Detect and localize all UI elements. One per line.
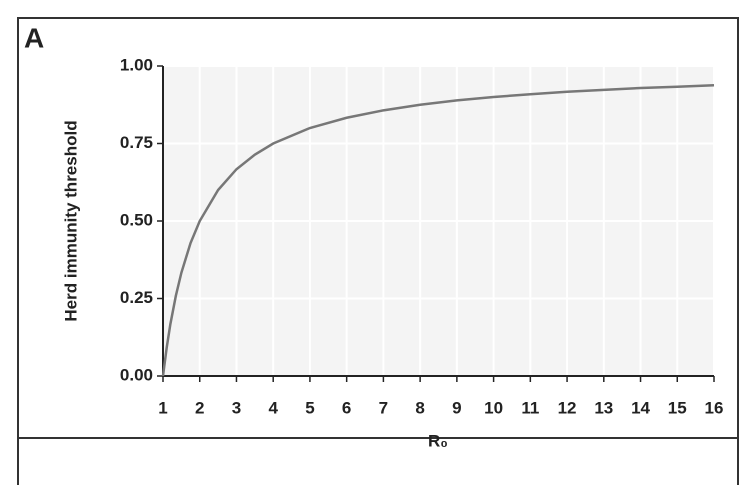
y-tick-label: 0.50 — [120, 210, 153, 229]
x-tick-label: 6 — [342, 398, 351, 417]
y-tick-label: 0.25 — [120, 288, 153, 307]
x-tick-label: 16 — [705, 398, 724, 417]
x-tick-label: 5 — [305, 398, 314, 417]
x-tick-label: 13 — [594, 398, 613, 417]
x-tick-label: 4 — [268, 398, 278, 417]
panel-label: A — [24, 22, 44, 53]
x-tick-label: 7 — [379, 398, 388, 417]
panel-frame — [17, 17, 739, 485]
x-tick-label: 8 — [415, 398, 424, 417]
x-tick-label: 14 — [631, 398, 650, 417]
x-tick-label: 15 — [668, 398, 687, 417]
y-tick-label: 1.00 — [120, 55, 153, 74]
x-tick-label: 11 — [521, 398, 539, 417]
x-tick-label: 10 — [484, 398, 503, 417]
y-tick-label: 0.00 — [120, 365, 153, 384]
x-tick-label: 2 — [195, 398, 204, 417]
line — [161, 83, 715, 377]
x-tick-label: 9 — [452, 398, 461, 417]
x-tick-label: 12 — [558, 398, 577, 417]
x-tick-label: 1 — [158, 398, 167, 417]
y-axis-label: Herd immunity threshold — [61, 120, 80, 321]
y-tick-label: 0.75 — [120, 133, 153, 152]
x-tick-label: 3 — [232, 398, 241, 417]
x-axis-label: R₀ — [428, 431, 448, 450]
